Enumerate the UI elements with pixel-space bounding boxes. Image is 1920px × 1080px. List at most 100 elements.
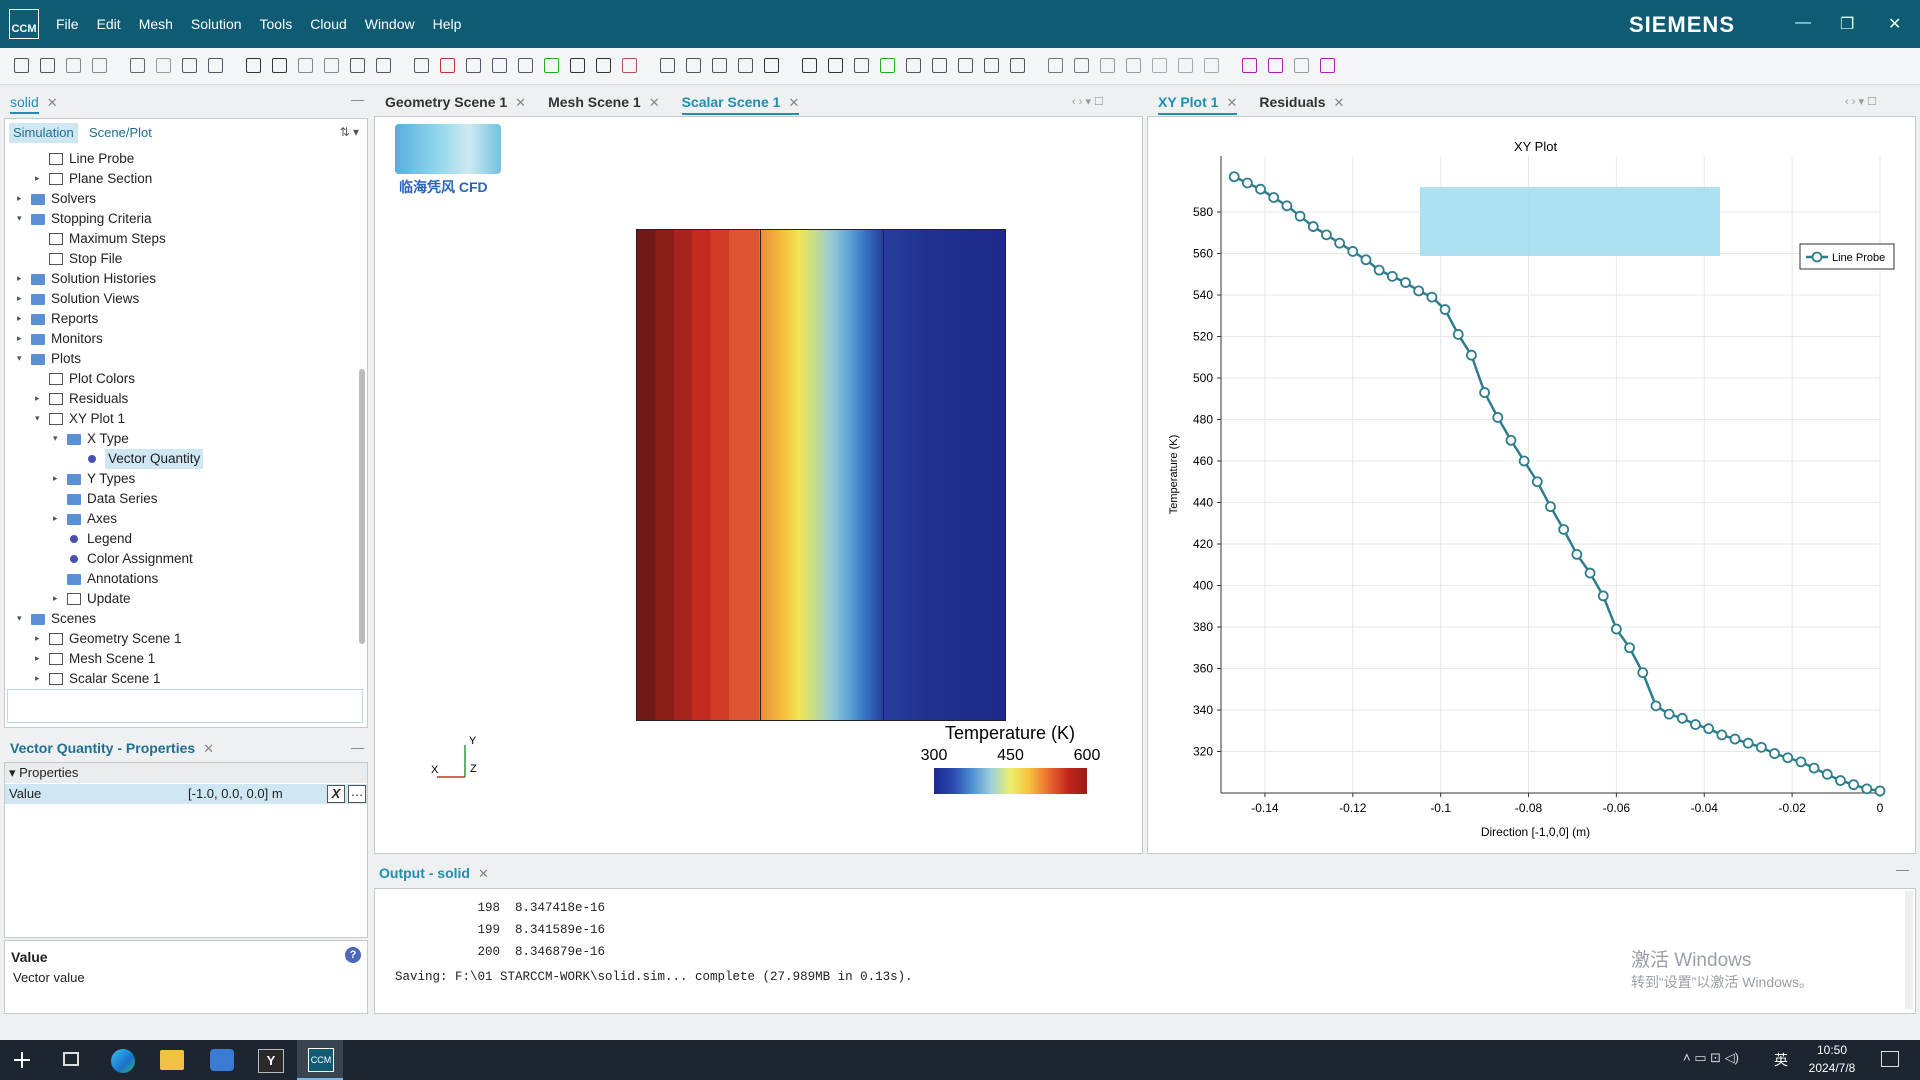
toolbar-button[interactable] bbox=[622, 58, 637, 73]
active-app[interactable]: CCM bbox=[297, 1040, 343, 1080]
tree-toggle[interactable]: ▸ bbox=[17, 273, 22, 283]
toolbar-button[interactable] bbox=[376, 58, 391, 73]
tree-item[interactable]: Geometry Scene 1 bbox=[49, 629, 182, 649]
tree-toggle[interactable]: ▾ bbox=[53, 433, 58, 443]
toolbar-button[interactable] bbox=[544, 58, 559, 73]
toolbar-button[interactable] bbox=[208, 58, 223, 73]
tree-toggle[interactable]: ▸ bbox=[35, 393, 40, 403]
toolbar-button[interactable] bbox=[298, 58, 313, 73]
ellipsis-button[interactable]: … bbox=[348, 785, 366, 803]
tab-nav[interactable]: ‹ › ▾ ☐ bbox=[1072, 96, 1104, 108]
toolbar-button[interactable] bbox=[518, 58, 533, 73]
toolbar-button[interactable] bbox=[182, 58, 197, 73]
toolbar-button[interactable] bbox=[828, 58, 843, 73]
clock-time[interactable]: 10:50 bbox=[1816, 1043, 1848, 1057]
toolbar-button[interactable] bbox=[1178, 58, 1193, 73]
menu-item[interactable]: Cloud bbox=[310, 16, 347, 32]
expression-button[interactable]: X bbox=[327, 785, 345, 803]
subtab[interactable]: Simulation bbox=[9, 123, 78, 143]
minimize-panel[interactable]: — bbox=[351, 92, 364, 107]
tree-toggle[interactable]: ▸ bbox=[17, 333, 22, 343]
minimize-button[interactable]: — bbox=[1795, 14, 1811, 31]
tab[interactable]: Geometry Scene 1 ✕ bbox=[385, 94, 526, 115]
tree-item[interactable]: Y Types bbox=[67, 469, 135, 489]
tree-toggle[interactable]: ▸ bbox=[35, 173, 40, 183]
toolbar-button[interactable] bbox=[880, 58, 895, 73]
toolbar-button[interactable] bbox=[906, 58, 921, 73]
toolbar-button[interactable] bbox=[570, 58, 585, 73]
tab[interactable]: Scalar Scene 1 ✕ bbox=[681, 94, 800, 115]
tree-toggle[interactable]: ▸ bbox=[53, 473, 58, 483]
toolbar-button[interactable] bbox=[686, 58, 701, 73]
explorer-icon[interactable] bbox=[160, 1050, 184, 1070]
panel-tab[interactable]: solid ✕ bbox=[10, 94, 58, 114]
toolbar-button[interactable] bbox=[92, 58, 107, 73]
menu-item[interactable]: Edit bbox=[96, 16, 121, 32]
tree-toggle[interactable]: ▾ bbox=[35, 413, 40, 423]
toolbar-button[interactable] bbox=[66, 58, 81, 73]
tree-item[interactable]: Scenes bbox=[31, 609, 96, 629]
tree-item[interactable]: Axes bbox=[67, 509, 117, 529]
tree-item[interactable]: Plot Colors bbox=[49, 369, 135, 389]
app-icon[interactable]: Y bbox=[258, 1049, 284, 1073]
tree-item[interactable]: Update bbox=[67, 589, 131, 609]
toolbar-button[interactable] bbox=[1268, 58, 1283, 73]
toolbar-button[interactable] bbox=[324, 58, 339, 73]
tree-item[interactable]: Plots bbox=[31, 349, 81, 369]
toolbar-button[interactable] bbox=[1320, 58, 1335, 73]
close-tab[interactable]: ✕ bbox=[1333, 95, 1345, 110]
tray-icons[interactable]: ˄ ▭ ⊡ ◁) bbox=[1683, 1050, 1739, 1065]
toolbar-button[interactable] bbox=[1242, 58, 1257, 73]
tree-item[interactable]: Monitors bbox=[31, 329, 103, 349]
toolbar-button[interactable] bbox=[246, 58, 261, 73]
minimize-panel[interactable]: — bbox=[351, 740, 364, 755]
help-icon[interactable]: ? bbox=[345, 947, 361, 963]
toolbar-button[interactable] bbox=[712, 58, 727, 73]
output-tab[interactable]: Output - solid ✕ bbox=[379, 865, 489, 882]
toolbar-button[interactable] bbox=[492, 58, 507, 73]
property-row[interactable]: Value [-1.0, 0.0, 0.0] m X … bbox=[5, 784, 367, 804]
menu-item[interactable]: Solution bbox=[190, 16, 242, 32]
notification-button[interactable] bbox=[1881, 1051, 1899, 1067]
temperature-field[interactable] bbox=[636, 229, 1006, 721]
minimize-panel[interactable]: — bbox=[1896, 862, 1909, 877]
close-tab[interactable]: ✕ bbox=[46, 95, 58, 110]
tree-item[interactable]: Reports bbox=[31, 309, 98, 329]
tree-item[interactable]: Solution Views bbox=[31, 289, 139, 309]
filter-box[interactable] bbox=[7, 689, 363, 723]
menu-item[interactable]: Help bbox=[432, 16, 462, 32]
tree-item[interactable]: Solvers bbox=[31, 189, 96, 209]
close-tab[interactable]: ✕ bbox=[477, 866, 489, 881]
tab[interactable]: Mesh Scene 1 ✕ bbox=[548, 94, 660, 115]
toolbar-button[interactable] bbox=[958, 58, 973, 73]
scrollbar[interactable] bbox=[359, 369, 365, 644]
app-icon[interactable] bbox=[210, 1049, 234, 1071]
toolbar-button[interactable] bbox=[1100, 58, 1115, 73]
tree-toggle[interactable]: ▸ bbox=[53, 593, 58, 603]
tree-item[interactable]: Residuals bbox=[49, 389, 128, 409]
close-tab[interactable]: ✕ bbox=[515, 95, 527, 110]
tree-item[interactable]: Maximum Steps bbox=[49, 229, 166, 249]
ime-indicator[interactable]: 英 bbox=[1774, 1052, 1788, 1068]
tab-nav[interactable]: ‹ › ▾ ☐ bbox=[1845, 96, 1877, 108]
toolbar-button[interactable] bbox=[1152, 58, 1167, 73]
tab[interactable]: XY Plot 1 ✕ bbox=[1158, 94, 1238, 115]
tree-item[interactable]: XY Plot 1 bbox=[49, 409, 125, 429]
tree-item[interactable]: Plane Section bbox=[49, 169, 152, 189]
tree-item[interactable]: Stop File bbox=[49, 249, 122, 269]
toolbar-button[interactable] bbox=[1048, 58, 1063, 73]
toolbar-button[interactable] bbox=[1074, 58, 1089, 73]
tree-toggle[interactable]: ▾ bbox=[17, 613, 22, 623]
menu-item[interactable]: Tools bbox=[259, 16, 293, 32]
scrollbar[interactable] bbox=[1905, 891, 1913, 1009]
toolbar-button[interactable] bbox=[466, 58, 481, 73]
clock-date[interactable]: 2024/7/8 bbox=[1808, 1061, 1856, 1075]
properties-section[interactable]: ▾ Properties bbox=[5, 763, 367, 783]
close-tab[interactable]: ✕ bbox=[203, 741, 215, 756]
tree-item[interactable]: Legend bbox=[67, 529, 132, 549]
tab[interactable]: Residuals ✕ bbox=[1259, 94, 1344, 115]
tree-options[interactable]: ⇅ ▾ bbox=[339, 125, 359, 139]
toolbar-button[interactable] bbox=[440, 58, 455, 73]
tree-item[interactable]: Solution Histories bbox=[31, 269, 156, 289]
tree-toggle[interactable]: ▾ bbox=[17, 353, 22, 363]
